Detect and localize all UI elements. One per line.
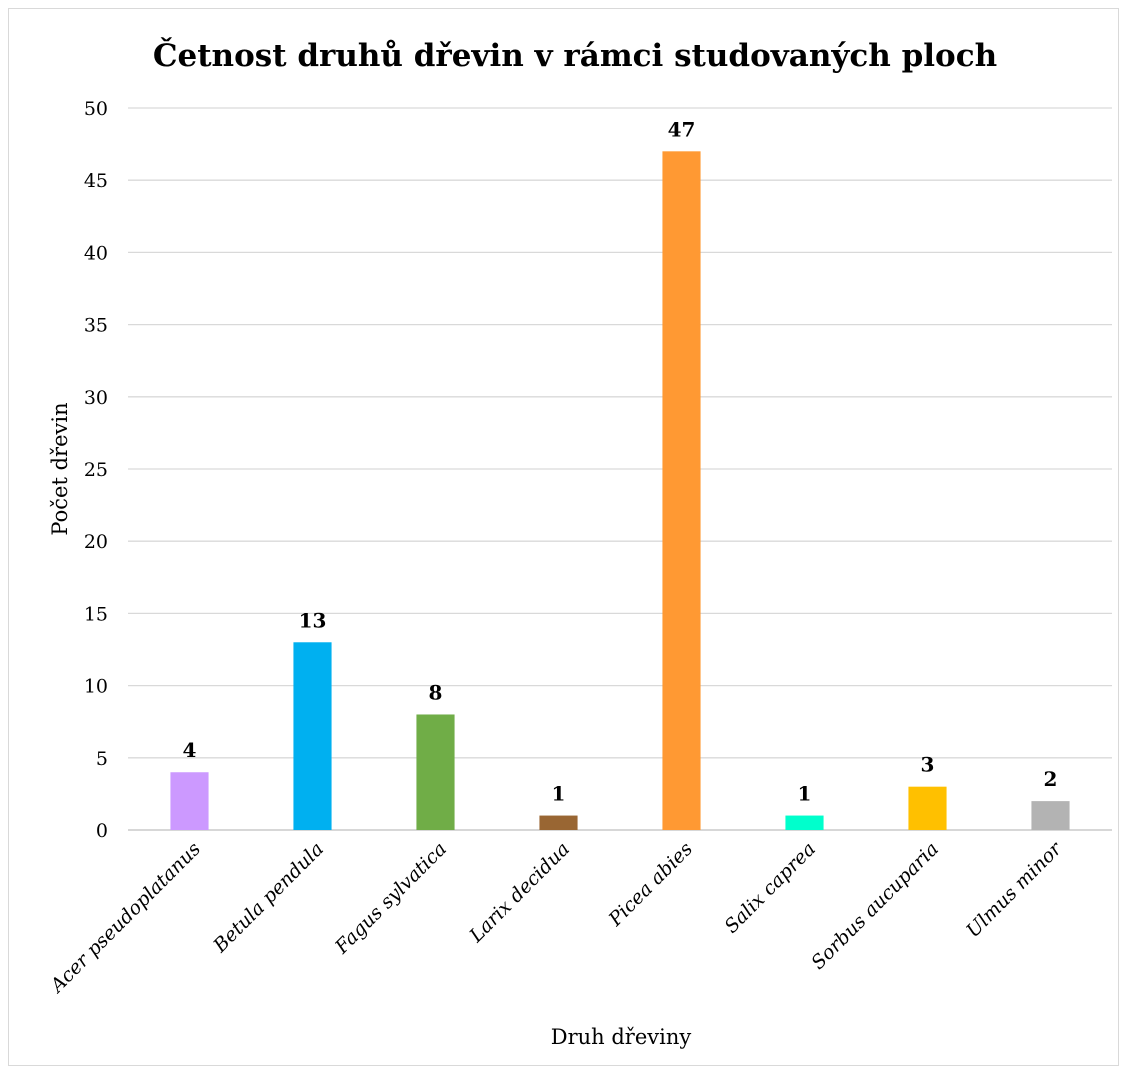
bar bbox=[908, 786, 947, 830]
y-tick-label: 35 bbox=[84, 315, 108, 337]
data-label: 8 bbox=[429, 680, 443, 704]
y-tick-label: 0 bbox=[96, 820, 108, 842]
y-tick-label: 15 bbox=[84, 603, 108, 625]
bar bbox=[785, 815, 824, 830]
bar bbox=[293, 642, 332, 830]
data-label: 1 bbox=[798, 782, 812, 806]
data-label: 1 bbox=[552, 782, 566, 806]
x-tick-label: Picea abies bbox=[604, 838, 697, 931]
x-tick-label: Betula pendula bbox=[209, 838, 328, 957]
x-axis-title: Druh dřeviny bbox=[551, 1025, 692, 1049]
x-tick-label: Larix decidua bbox=[465, 838, 574, 947]
bar bbox=[416, 714, 455, 830]
data-label: 13 bbox=[299, 608, 327, 632]
bars bbox=[170, 151, 1070, 830]
y-tick-label: 30 bbox=[84, 387, 108, 409]
y-tick-label: 5 bbox=[96, 748, 108, 770]
y-tick-label: 40 bbox=[84, 242, 108, 264]
y-tick-label: 20 bbox=[84, 531, 108, 553]
bar bbox=[170, 772, 209, 830]
data-label: 2 bbox=[1044, 767, 1058, 791]
y-tick-label: 10 bbox=[84, 676, 108, 698]
x-tick-label: Acer pseudoplatanus bbox=[45, 838, 205, 998]
x-tick-label: Salix caprea bbox=[720, 838, 820, 938]
chart-frame bbox=[8, 8, 1119, 1066]
gridlines bbox=[128, 107, 1112, 831]
x-tick-label: Sorbus aucuparia bbox=[807, 838, 943, 974]
y-tick-label: 50 bbox=[84, 98, 108, 120]
data-label: 4 bbox=[183, 738, 197, 762]
bar bbox=[1031, 801, 1070, 830]
y-axis-title: Počet dřevin bbox=[48, 402, 72, 535]
chart-title: Četnost druhů dřevin v rámci studovaných… bbox=[153, 36, 997, 74]
data-label: 3 bbox=[921, 753, 935, 777]
x-tick-label: Ulmus minor bbox=[962, 837, 1067, 942]
y-tick-label: 45 bbox=[84, 170, 108, 192]
y-tick-label: 25 bbox=[84, 459, 108, 481]
x-axis-labels: Acer pseudoplatanus Betula pendula Fagus s… bbox=[45, 837, 1068, 999]
y-axis-ticks: 0 5 10 15 20 25 30 35 40 45 50 bbox=[84, 98, 108, 842]
data-label: 47 bbox=[668, 117, 696, 141]
bar bbox=[539, 815, 578, 830]
bar bbox=[662, 151, 701, 830]
x-tick-label: Fagus sylvatica bbox=[330, 838, 451, 959]
